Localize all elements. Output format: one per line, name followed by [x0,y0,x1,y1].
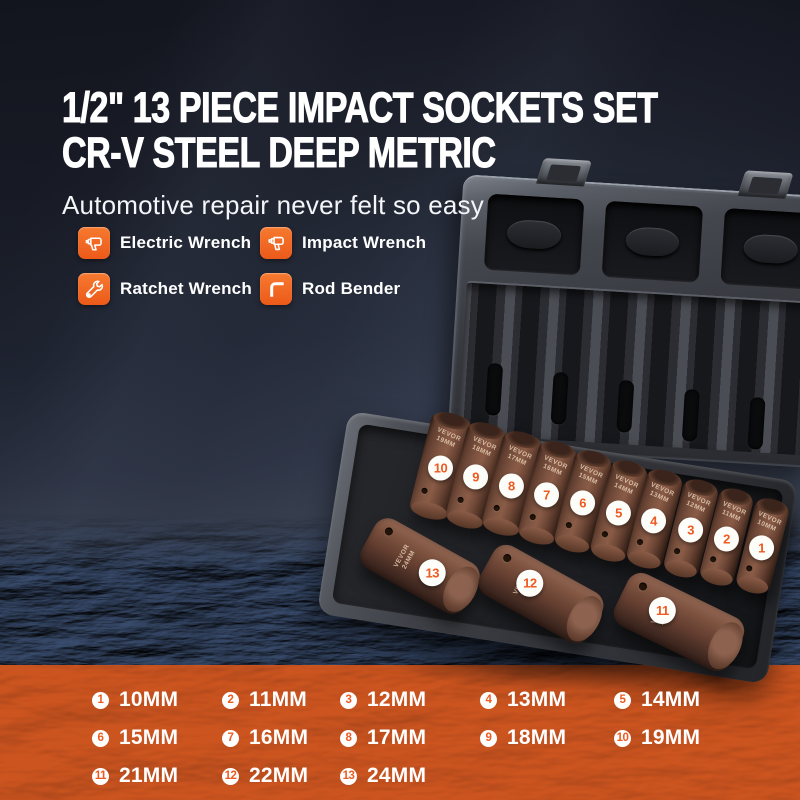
socket-detent-hole [528,513,537,521]
feature-item: Impact Wrench [260,220,426,266]
socket-number-badge: 12 [516,569,544,597]
socket-number-badge: 6 [570,490,596,516]
size-legend-item: 4 13MM [480,688,614,712]
socket-detent-hole [456,495,464,504]
size-legend-item: 8 17MM [340,726,480,750]
socket-number-badge: 13 [418,559,446,587]
size-legend-item: 12 22MM [222,764,340,788]
socket-number-badge: 7 [534,482,560,508]
legend-size-label: 14MM [641,688,701,711]
feature-item: Rod Bender [260,266,426,312]
subtitle: Automotive repair never felt so easy [62,190,484,220]
socket-number-badge: 11 [648,596,676,624]
size-legend-item: 7 16MM [222,726,340,750]
size-legend-item: 10 19MM [614,726,762,750]
feature-icon-tile [78,227,110,259]
legend-number-badge: 2 [222,691,239,709]
socket-number-badge: 5 [606,499,632,525]
socket-number-badge: 3 [677,517,703,543]
socket-detent-hole [745,565,753,573]
socket-12: VEVOR22MM12 [473,539,609,649]
socket-detent-hole [637,539,645,547]
drill-icon [84,236,102,250]
legend-size-label: 17MM [367,726,427,749]
legend-size-label: 13MM [507,688,567,711]
headline-block: 1/2" 13 PIECE IMPACT SOCKETS SET CR-V ST… [62,84,762,221]
socket-detent-hole [709,556,717,564]
hex-key-icon [269,281,284,297]
feature-label: Ratchet Wrench [120,279,252,298]
legend-number-badge: 7 [222,729,239,747]
page-title-line2: CR-V STEEL DEEP METRIC [62,129,497,177]
feature-grid: Electric Wrench Impact Wrench Ratchet Wr… [78,220,426,312]
legend-size-label: 22MM [249,764,309,787]
impact-driver-icon [267,236,284,250]
legend-number-badge: 3 [340,691,357,709]
size-legend-item: 6 15MM [92,726,222,750]
feature-item: Electric Wrench [78,220,260,266]
feature-icon-tile [260,227,292,259]
socket-detent-hole [492,504,500,512]
page-title-line1: 1/2" 13 PIECE IMPACT SOCKETS SET [62,84,659,132]
socket-etch-text: VEVOR 13MM [648,482,676,505]
legend-size-label: 12MM [367,688,427,711]
size-legend-item: 1 10MM [92,688,222,712]
feature-label: Rod Bender [302,279,401,298]
legend-size-label: 21MM [119,764,179,787]
size-legend: 1 10MM 2 11MM 3 12MM 4 13MM 5 14MM 6 15M… [92,681,762,795]
feature-icon-tile [260,273,292,305]
feature-label: Electric Wrench [120,233,252,252]
legend-size-label: 18MM [507,726,567,749]
legend-size-label: 10MM [119,688,179,711]
legend-number-badge: 9 [480,729,497,747]
socket-13: VEVOR 24MM 13 [354,512,486,620]
legend-number-badge: 11 [92,767,109,785]
legend-size-label: 24MM [367,764,427,787]
legend-number-badge: 13 [340,767,357,785]
size-legend-item: 11 21MM [92,764,222,788]
feature-label: Impact Wrench [302,233,427,252]
size-legend-item: 3 12MM [340,688,480,712]
ratchet-wrench-icon [85,279,103,298]
socket-detent-hole [673,547,681,556]
size-legend-item: 13 24MM [340,764,480,788]
socket-etch-text: VEVOR 11MM [720,500,748,524]
size-legend-item: 5 14MM [614,688,762,712]
socket-detent-hole [420,487,428,495]
legend-number-badge: 1 [92,691,109,709]
socket-number-badge: 1 [749,535,775,561]
size-legend-item: 9 18MM [480,726,614,750]
size-legend-item: 2 11MM [222,688,340,712]
legend-number-badge: 5 [614,691,631,709]
legend-number-badge: 10 [614,729,631,747]
socket-etch-text: VEVOR 12MM [684,491,712,515]
feature-item: Ratchet Wrench [78,266,260,312]
socket-number-badge: 4 [641,508,667,534]
feature-icon-tile [78,273,110,305]
socket-detent-hole [600,530,609,538]
legend-number-badge: 12 [222,767,239,785]
legend-size-label: 11MM [249,688,307,711]
socket-etch-text: VEVOR 14MM [613,472,641,496]
socket-etch-text: VEVOR 15MM [577,463,605,487]
legend-number-badge: 4 [480,691,497,709]
legend-size-label: 15MM [119,726,179,749]
legend-size-label: 16MM [249,726,309,749]
socket-number-badge: 9 [462,464,488,490]
socket-number-badge: 8 [498,473,524,499]
socket-number-badge: 10 [426,455,452,481]
socket-number-badge: 2 [713,526,739,552]
legend-size-label: 19MM [641,726,701,749]
socket-etch-text: VEVOR 10MM [755,510,783,533]
socket-detent-hole [564,521,573,530]
legend-number-badge: 6 [92,729,109,747]
legend-number-badge: 8 [340,729,357,747]
